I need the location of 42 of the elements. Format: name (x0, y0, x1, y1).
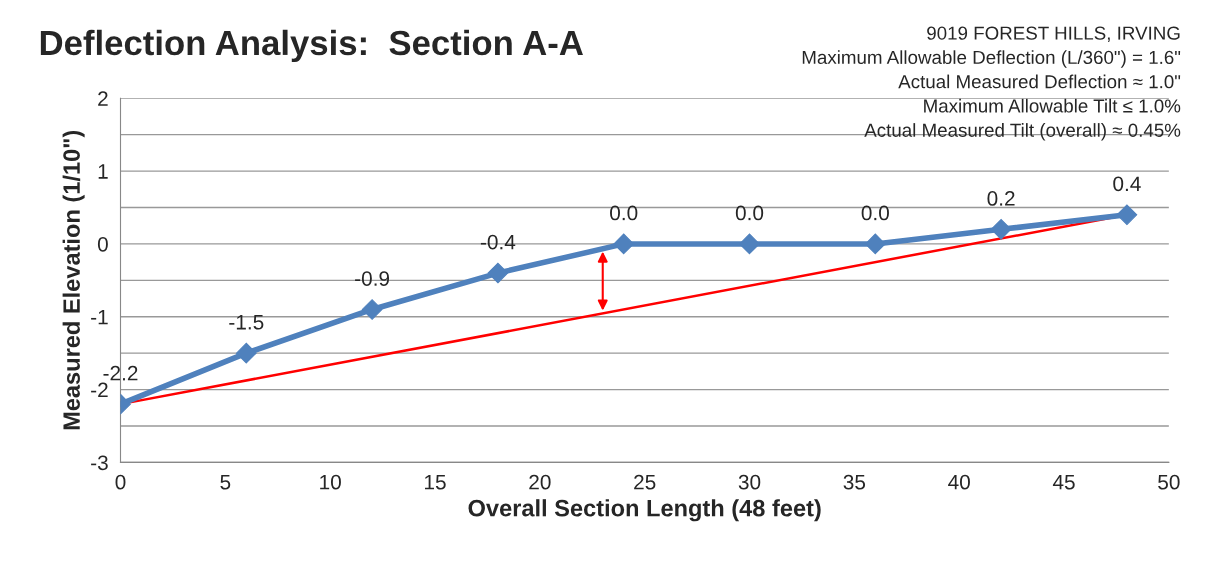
x-tick-label: 50 (1158, 474, 1180, 490)
x-tick-label: 35 (843, 474, 866, 490)
x-tick-label: 20 (529, 474, 551, 490)
data-label: -1.5 (229, 315, 264, 330)
point (739, 233, 760, 255)
x-tick-label: 0 (115, 474, 126, 490)
data-label: -2.2 (103, 365, 138, 381)
chart-title: Deflection Analysis: Section A-A (40, 29, 583, 63)
point (613, 233, 635, 255)
y-tick-label: -3 (91, 455, 108, 471)
point (487, 262, 509, 284)
x-tick-label: 15 (425, 474, 446, 490)
x-tick-label: 45 (1052, 474, 1075, 490)
point (361, 299, 383, 320)
y-tick-label: -2 (91, 382, 108, 398)
y-tick-label: 1 (98, 164, 108, 179)
data-label: 0.0 (735, 205, 764, 221)
y-tick-label: 0 (97, 236, 108, 252)
x-axis-title: Overall Section Length (48 feet) (468, 499, 821, 522)
data-label: -0.9 (355, 271, 390, 286)
data-label: 0.0 (610, 205, 638, 221)
data-label: -0.4 (480, 234, 516, 250)
data-label: 0.4 (1113, 176, 1141, 192)
x-tick-label: 5 (220, 474, 231, 490)
x-tick-label: 25 (634, 474, 656, 490)
x-tick-label: 40 (948, 474, 970, 490)
point (990, 219, 1012, 240)
text: 9019 FOREST HILLS, IRVING (927, 26, 1180, 42)
y-tick-label: -1 (91, 309, 108, 325)
text: Maximum Allowable Deflection (L/360") = 1.6" (802, 50, 1181, 68)
point (235, 342, 257, 364)
annotation: Maximum Allowable Tilt ≤ 1.0% (924, 98, 1181, 113)
data-label: 0.0 (861, 205, 889, 221)
text: Actual Measured Deflection ≈ 1.0" (898, 74, 1181, 89)
data-label: 0.2 (987, 191, 1015, 206)
x-tick-label: 30 (738, 474, 761, 490)
point (864, 233, 886, 255)
annotation: Actual Measured Tilt (overall) ≈ 0.45% (864, 123, 1181, 141)
point (1116, 204, 1138, 226)
y-tick-label: 2 (98, 91, 108, 106)
x-tick-label: 10 (320, 474, 341, 490)
y-axis-title: Measured Elevation (1/10") (62, 130, 85, 430)
